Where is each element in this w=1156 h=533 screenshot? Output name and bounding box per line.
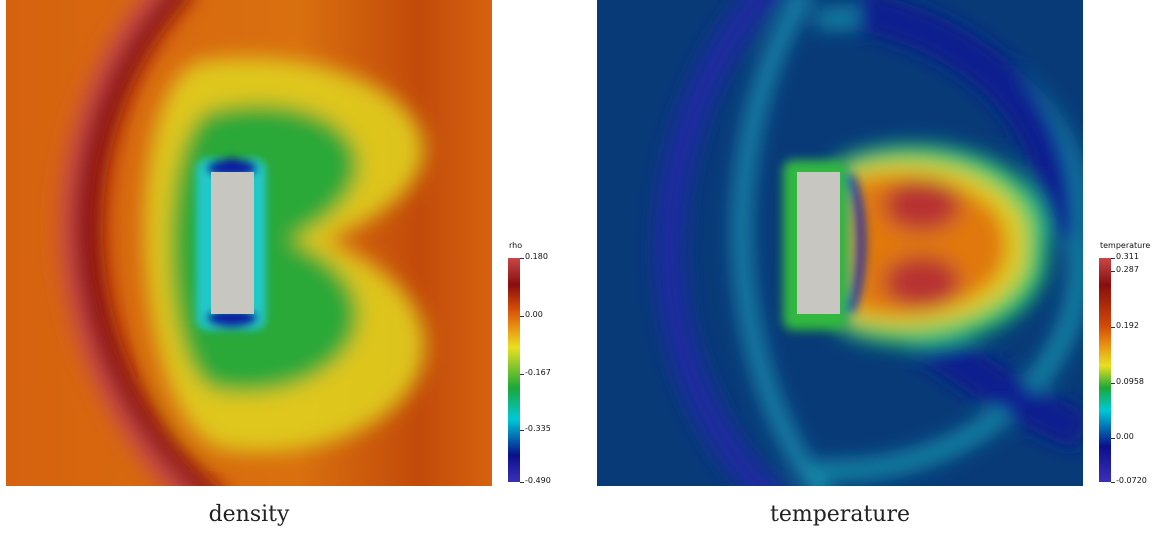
density-caption: density bbox=[208, 502, 290, 527]
temperature-tick: 0.00 bbox=[1111, 432, 1134, 441]
temperature-caption: temperature bbox=[769, 502, 910, 527]
temperature-tick: 0.311 bbox=[1111, 252, 1139, 261]
temperature-tick: -0.0720 bbox=[1111, 476, 1147, 485]
density-obstacle bbox=[211, 172, 254, 314]
density-tick: 0.180 bbox=[520, 252, 548, 261]
density-colorbar-title: rho bbox=[509, 241, 523, 250]
temperature-panel: temperature 0.311 0.287 0.192 0.0958 0.0… bbox=[580, 0, 1156, 533]
temperature-colorbar-title: temperature bbox=[1100, 241, 1151, 250]
density-tick: 0.00 bbox=[520, 310, 543, 319]
density-tick: -0.490 bbox=[520, 476, 551, 485]
density-field-plot bbox=[6, 0, 492, 486]
density-tick: -0.335 bbox=[520, 424, 551, 433]
density-panel: rho 0.180 0.00 -0.167 -0.335 -0.490 dens… bbox=[6, 0, 551, 527]
temperature-tick: 0.0958 bbox=[1111, 377, 1144, 386]
temperature-obstacle bbox=[797, 172, 840, 314]
density-colorbar bbox=[508, 258, 520, 482]
temperature-field-image bbox=[597, 0, 1083, 486]
temperature-colorbar bbox=[1099, 258, 1111, 482]
temperature-field-plot bbox=[597, 0, 1083, 486]
density-tick: -0.167 bbox=[520, 368, 551, 377]
temperature-tick: 0.192 bbox=[1111, 321, 1139, 330]
temperature-tick: 0.287 bbox=[1111, 265, 1139, 274]
density-field-image bbox=[6, 0, 492, 486]
